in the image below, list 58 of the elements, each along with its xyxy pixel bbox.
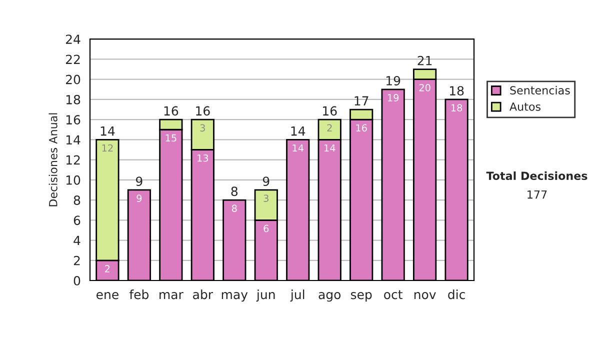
total-label: 14 (291, 126, 306, 136)
text: 177 (528, 190, 547, 199)
total-label: 8 (231, 186, 238, 196)
x-tick-label: ene (96, 292, 118, 300)
y-tick-label: 18 (66, 94, 80, 104)
data-label: 12 (102, 144, 113, 152)
data-label: 18 (451, 104, 462, 112)
legend-label: Autos (510, 102, 540, 111)
data-label: 2 (105, 265, 110, 272)
data-label: 14 (292, 144, 304, 152)
total-label: 16 (323, 106, 337, 116)
x-tick-label: mar (160, 292, 184, 300)
y-tick-label: 8 (74, 196, 80, 205)
total-label: 19 (386, 76, 400, 86)
data-label: 19 (388, 94, 399, 102)
y-tick-label: 0 (74, 276, 80, 286)
data-label: 13 (198, 154, 208, 162)
data-label: 14 (324, 144, 336, 152)
y-tick-label: 2 (74, 256, 80, 266)
x-tick-label: jul (290, 290, 304, 302)
y-tick-label: 20 (66, 74, 80, 84)
x-tick-label: oct (384, 290, 402, 300)
x-tick-label: abr (193, 290, 214, 300)
x-tick-label: nov (414, 292, 436, 300)
x-tick-label: jun (256, 290, 275, 302)
y-tick-label: 4 (74, 236, 80, 246)
y-tick-label: 14 (66, 135, 80, 144)
total-label: 9 (262, 176, 270, 186)
x-tick-label: sep (350, 292, 372, 302)
y-tick-label: 6 (74, 216, 80, 226)
total-label: 9 (136, 176, 142, 186)
x-tick-label: dic (448, 290, 465, 300)
x-tick-label: feb (129, 290, 149, 300)
data-label: 6 (264, 224, 269, 232)
data-label: 8 (232, 204, 237, 212)
y-tick-label: 10 (66, 175, 80, 185)
data-label: 9 (136, 194, 142, 202)
data-label: 20 (419, 84, 430, 92)
data-label: 3 (264, 194, 268, 202)
legend-label: Sentencias (510, 86, 570, 95)
y-tick-label: 24 (66, 34, 80, 44)
total-label: 21 (418, 56, 432, 66)
text: Total Decisiones (486, 171, 588, 180)
data-label: 16 (356, 124, 367, 132)
y-tick-label: 12 (66, 155, 80, 165)
total-label: 16 (196, 106, 210, 116)
total-label: 18 (450, 86, 464, 96)
data-label: 3 (200, 124, 205, 132)
data-label: 15 (166, 134, 176, 142)
x-tick-label: ago (318, 292, 341, 302)
total-label: 16 (164, 106, 178, 116)
data-label: 2 (327, 124, 332, 132)
total-label: 17 (354, 96, 368, 106)
y-axis-title: Decisiones Anual (48, 113, 58, 206)
total-label: 14 (100, 126, 115, 136)
y-tick-label: 22 (66, 54, 80, 64)
y-tick-label: 16 (66, 115, 80, 124)
x-tick-label: may (222, 292, 248, 302)
